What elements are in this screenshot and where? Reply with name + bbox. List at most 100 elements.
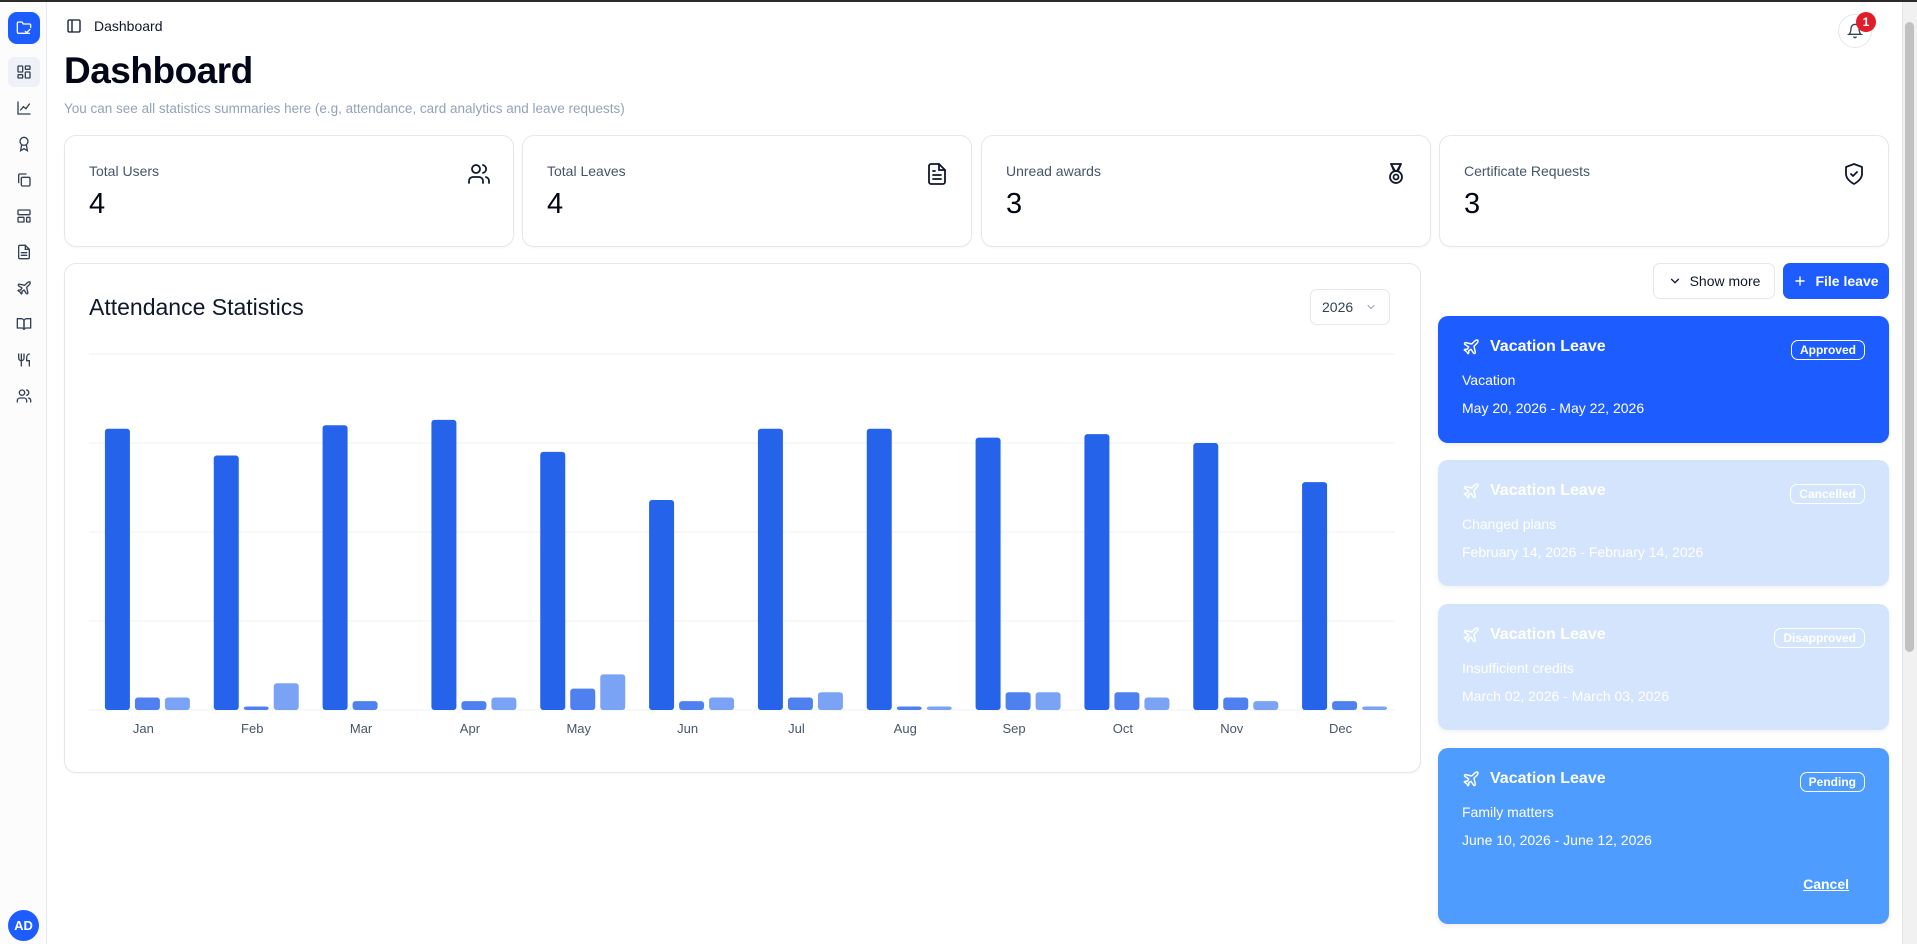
chart-bar-sep-series-2[interactable] bbox=[1005, 692, 1031, 710]
stat-card-certificate-requests: Certificate Requests 3 bbox=[1439, 135, 1889, 247]
chart-bar-dec-series-3[interactable] bbox=[1362, 706, 1388, 710]
chart-bar-feb-series-3[interactable] bbox=[273, 683, 299, 710]
chart-bar-apr-series-2[interactable] bbox=[461, 701, 487, 710]
chart-bar-oct-series-1[interactable] bbox=[1084, 434, 1110, 710]
breadcrumb: Dashboard bbox=[94, 18, 163, 34]
chart-bar-nov-series-2[interactable] bbox=[1223, 697, 1249, 710]
utensils-icon bbox=[18, 353, 30, 367]
book-open-icon bbox=[16, 318, 32, 331]
year-select[interactable]: 2026 bbox=[1310, 289, 1390, 325]
leave-dates: February 14, 2026 - February 14, 2026 bbox=[1462, 544, 1704, 560]
copy-files-icon bbox=[18, 173, 31, 187]
sidebar-item-handbook[interactable] bbox=[8, 309, 40, 339]
stat-label: Total Leaves bbox=[547, 163, 626, 179]
panel-left-icon bbox=[67, 19, 81, 33]
sidebar-item-templates[interactable] bbox=[8, 201, 40, 231]
chart-bar-aug-series-1[interactable] bbox=[866, 428, 892, 710]
x-tick-label: Dec bbox=[1329, 721, 1353, 736]
chart-title: Attendance Statistics bbox=[89, 294, 304, 320]
year-select-value: 2026 bbox=[1322, 299, 1354, 315]
page-subtitle: You can see all statistics summaries her… bbox=[64, 101, 625, 116]
user-avatar[interactable]: AD bbox=[8, 910, 39, 941]
layout-template-icon bbox=[17, 209, 31, 223]
chart-bar-mar-series-2[interactable] bbox=[352, 701, 378, 710]
x-tick-label: Mar bbox=[350, 721, 373, 736]
x-tick-label: May bbox=[566, 721, 591, 736]
sidebar-toggle-button[interactable] bbox=[64, 16, 84, 36]
file-leave-label: File leave bbox=[1815, 273, 1879, 289]
chart-bar-nov-series-3[interactable] bbox=[1253, 701, 1279, 710]
chart-bar-jun-series-2[interactable] bbox=[679, 701, 705, 710]
chart-bar-aug-series-2[interactable] bbox=[896, 706, 922, 710]
chart-bar-may-series-2[interactable] bbox=[570, 688, 596, 710]
file-leave-button[interactable]: File leave bbox=[1783, 263, 1889, 299]
chart-bar-jan-series-1[interactable] bbox=[104, 428, 130, 710]
show-more-button[interactable]: Show more bbox=[1653, 263, 1775, 299]
stat-card-total-users: Total Users 4 bbox=[64, 135, 514, 247]
notification-count-badge: 1 bbox=[1856, 12, 1876, 32]
chart-bar-nov-series-1[interactable] bbox=[1193, 443, 1219, 710]
sidebar-item-requests[interactable] bbox=[8, 237, 40, 267]
page-scrollbar[interactable] bbox=[1902, 2, 1917, 944]
leave-card[interactable]: Vacation Leave Disapproved Insufficient … bbox=[1438, 604, 1889, 730]
chart-bar-apr-series-3[interactable] bbox=[491, 697, 517, 710]
leave-card[interactable]: Vacation Leave Cancelled Changed plans F… bbox=[1438, 460, 1889, 586]
stat-card-total-leaves: Total Leaves 4 bbox=[522, 135, 972, 247]
chart-bar-oct-series-3[interactable] bbox=[1144, 697, 1170, 710]
chart-bar-jun-series-3[interactable] bbox=[709, 697, 735, 710]
leave-dates: May 20, 2026 - May 22, 2026 bbox=[1462, 400, 1645, 416]
page-title: Dashboard bbox=[64, 50, 253, 91]
leave-reason: Vacation bbox=[1462, 372, 1516, 388]
attendance-bar-chart: Jan Feb Mar Apr May Jun Jul Aug Sep Oct Nov Dec bbox=[89, 353, 1395, 736]
sidebar-item-analytics[interactable] bbox=[8, 93, 40, 123]
chart-bar-jan-series-2[interactable] bbox=[134, 697, 160, 710]
plane-icon bbox=[1463, 339, 1479, 355]
show-more-label: Show more bbox=[1689, 273, 1761, 289]
chart-bar-sep-series-3[interactable] bbox=[1035, 692, 1061, 710]
leave-card-header: Vacation Leave bbox=[1462, 482, 1606, 500]
sidebar-item-documents[interactable] bbox=[8, 165, 40, 195]
leave-card-header: Vacation Leave bbox=[1462, 626, 1606, 644]
leave-card[interactable]: Vacation Leave Pending Family matters Ju… bbox=[1438, 748, 1889, 924]
dashboard-icon bbox=[17, 65, 31, 79]
app-logo[interactable] bbox=[8, 12, 40, 44]
sidebar-item-meals[interactable] bbox=[8, 345, 40, 375]
chart-bar-jun-series-1[interactable] bbox=[649, 499, 675, 710]
chevron-down-icon bbox=[1670, 278, 1679, 284]
chart-bar-apr-series-1[interactable] bbox=[431, 419, 457, 710]
cancel-leave-link[interactable]: Cancel bbox=[1803, 876, 1849, 892]
plane-icon bbox=[1463, 627, 1479, 643]
chart-bar-jul-series-1[interactable] bbox=[757, 428, 783, 710]
chart-bar-dec-series-1[interactable] bbox=[1302, 482, 1328, 710]
chart-bar-sep-series-1[interactable] bbox=[975, 437, 1001, 710]
sidebar-item-dashboard[interactable] bbox=[8, 57, 40, 87]
leave-type: Vacation Leave bbox=[1490, 770, 1606, 787]
chart-bar-feb-series-2[interactable] bbox=[243, 706, 269, 710]
plane-icon bbox=[1463, 483, 1479, 499]
chart-bar-dec-series-2[interactable] bbox=[1332, 701, 1358, 710]
leave-card[interactable]: Vacation Leave Approved Vacation May 20,… bbox=[1438, 316, 1889, 443]
sidebar-item-leaves[interactable] bbox=[8, 273, 40, 303]
sidebar-item-users[interactable] bbox=[8, 381, 40, 411]
chart-bar-oct-series-2[interactable] bbox=[1114, 692, 1140, 710]
x-tick-label: Oct bbox=[1113, 721, 1134, 736]
chart-bar-may-series-3[interactable] bbox=[600, 674, 626, 710]
leave-dates: March 02, 2026 - March 03, 2026 bbox=[1462, 688, 1670, 704]
x-tick-label: Apr bbox=[460, 721, 481, 736]
chart-bar-aug-series-3[interactable] bbox=[926, 706, 952, 710]
sidebar-item-awards[interactable] bbox=[8, 129, 40, 159]
stat-value: 4 bbox=[547, 188, 564, 220]
plane-icon bbox=[17, 281, 31, 295]
chart-bar-jul-series-2[interactable] bbox=[787, 697, 813, 710]
chart-bar-may-series-1[interactable] bbox=[540, 451, 566, 710]
x-tick-label: Feb bbox=[241, 721, 263, 736]
chart-bar-mar-series-1[interactable] bbox=[322, 425, 348, 710]
medal-icon bbox=[1389, 163, 1403, 184]
window-top-border bbox=[0, 0, 1917, 2]
scrollbar-thumb[interactable] bbox=[1905, 22, 1914, 652]
chart-bar-jul-series-3[interactable] bbox=[817, 692, 843, 710]
line-chart-icon bbox=[17, 101, 31, 115]
chart-bar-feb-series-1[interactable] bbox=[213, 455, 239, 710]
chart-bar-jan-series-3[interactable] bbox=[164, 697, 190, 710]
stat-label: Unread awards bbox=[1006, 163, 1101, 179]
